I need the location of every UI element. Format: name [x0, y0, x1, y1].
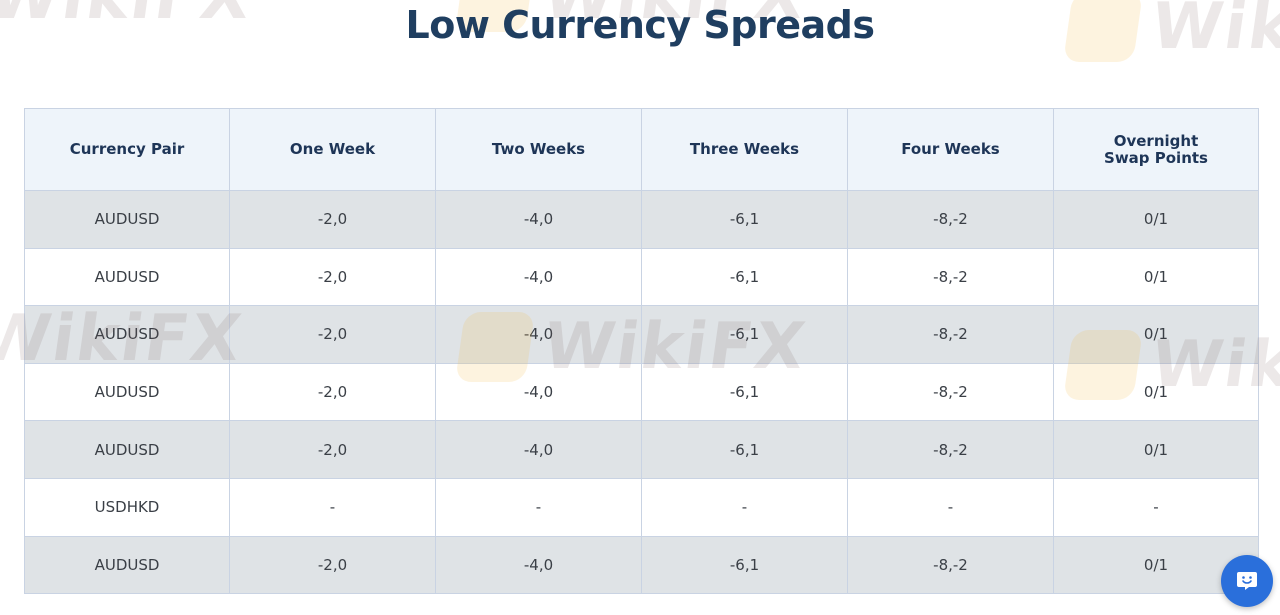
table-row: AUDUSD -2,0 -4,0 -6,1 -8,-2 0/1 — [24, 420, 1259, 479]
cell-four-weeks: -8,-2 — [847, 420, 1054, 479]
page-title: Low Currency Spreads — [405, 3, 875, 47]
column-header-currency-pair: Currency Pair — [24, 108, 230, 191]
table-header-row: Currency Pair One Week Two Weeks Three W… — [24, 108, 1259, 191]
column-header-three-weeks: Three Weeks — [641, 108, 848, 191]
cell-four-weeks: -8,-2 — [847, 362, 1054, 422]
cell-three-weeks: - — [641, 477, 848, 537]
cell-currency-pair: AUDUSD — [24, 190, 230, 249]
cell-three-weeks: -6,1 — [641, 420, 848, 479]
cell-three-weeks: -6,1 — [641, 362, 848, 422]
table-row: AUDUSD -2,0 -4,0 -6,1 -8,-2 0/1 — [24, 247, 1259, 307]
cell-three-weeks: -6,1 — [641, 190, 848, 249]
cell-two-weeks: -4,0 — [435, 247, 642, 307]
column-header-two-weeks: Two Weeks — [435, 108, 642, 191]
cell-four-weeks: -8,-2 — [847, 247, 1054, 307]
table-row: AUDUSD -2,0 -4,0 -6,1 -8,-2 0/1 — [24, 190, 1259, 249]
cell-currency-pair: AUDUSD — [24, 305, 230, 364]
cell-four-weeks: -8,-2 — [847, 535, 1054, 595]
cell-four-weeks: - — [847, 477, 1054, 537]
cell-overnight-swap: - — [1053, 477, 1259, 537]
cell-currency-pair: AUDUSD — [24, 362, 230, 422]
column-header-one-week: One Week — [229, 108, 436, 191]
cell-currency-pair: AUDUSD — [24, 420, 230, 479]
cell-two-weeks: -4,0 — [435, 420, 642, 479]
cell-one-week: -2,0 — [229, 362, 436, 422]
cell-four-weeks: -8,-2 — [847, 305, 1054, 364]
cell-four-weeks: -8,-2 — [847, 190, 1054, 249]
table-row: AUDUSD -2,0 -4,0 -6,1 -8,-2 0/1 — [24, 305, 1259, 364]
cell-two-weeks: -4,0 — [435, 535, 642, 595]
cell-two-weeks: -4,0 — [435, 305, 642, 364]
table-row: USDHKD - - - - - — [24, 477, 1259, 537]
cell-currency-pair: AUDUSD — [24, 535, 230, 595]
cell-three-weeks: -6,1 — [641, 247, 848, 307]
cell-currency-pair: AUDUSD — [24, 247, 230, 307]
table-row: AUDUSD -2,0 -4,0 -6,1 -8,-2 0/1 — [24, 535, 1259, 595]
cell-two-weeks: - — [435, 477, 642, 537]
cell-one-week: -2,0 — [229, 190, 436, 249]
cell-overnight-swap: 0/1 — [1053, 362, 1259, 422]
column-header-four-weeks: Four Weeks — [847, 108, 1054, 191]
cell-two-weeks: -4,0 — [435, 362, 642, 422]
cell-currency-pair: USDHKD — [24, 477, 230, 537]
currency-spreads-table: Currency Pair One Week Two Weeks Three W… — [24, 108, 1259, 595]
cell-three-weeks: -6,1 — [641, 305, 848, 364]
table-row: AUDUSD -2,0 -4,0 -6,1 -8,-2 0/1 — [24, 362, 1259, 422]
cell-one-week: - — [229, 477, 436, 537]
chat-widget-button[interactable] — [1221, 555, 1273, 607]
cell-overnight-swap: 0/1 — [1053, 535, 1259, 595]
cell-overnight-swap: 0/1 — [1053, 420, 1259, 479]
cell-one-week: -2,0 — [229, 305, 436, 364]
cell-overnight-swap: 0/1 — [1053, 305, 1259, 364]
column-header-overnight-swap-points: Overnight Swap Points — [1053, 108, 1259, 191]
cell-two-weeks: -4,0 — [435, 190, 642, 249]
cell-one-week: -2,0 — [229, 247, 436, 307]
cell-one-week: -2,0 — [229, 420, 436, 479]
cell-overnight-swap: 0/1 — [1053, 247, 1259, 307]
cell-overnight-swap: 0/1 — [1053, 190, 1259, 249]
cell-one-week: -2,0 — [229, 535, 436, 595]
cell-three-weeks: -6,1 — [641, 535, 848, 595]
chat-bubble-smile-icon — [1237, 572, 1257, 590]
